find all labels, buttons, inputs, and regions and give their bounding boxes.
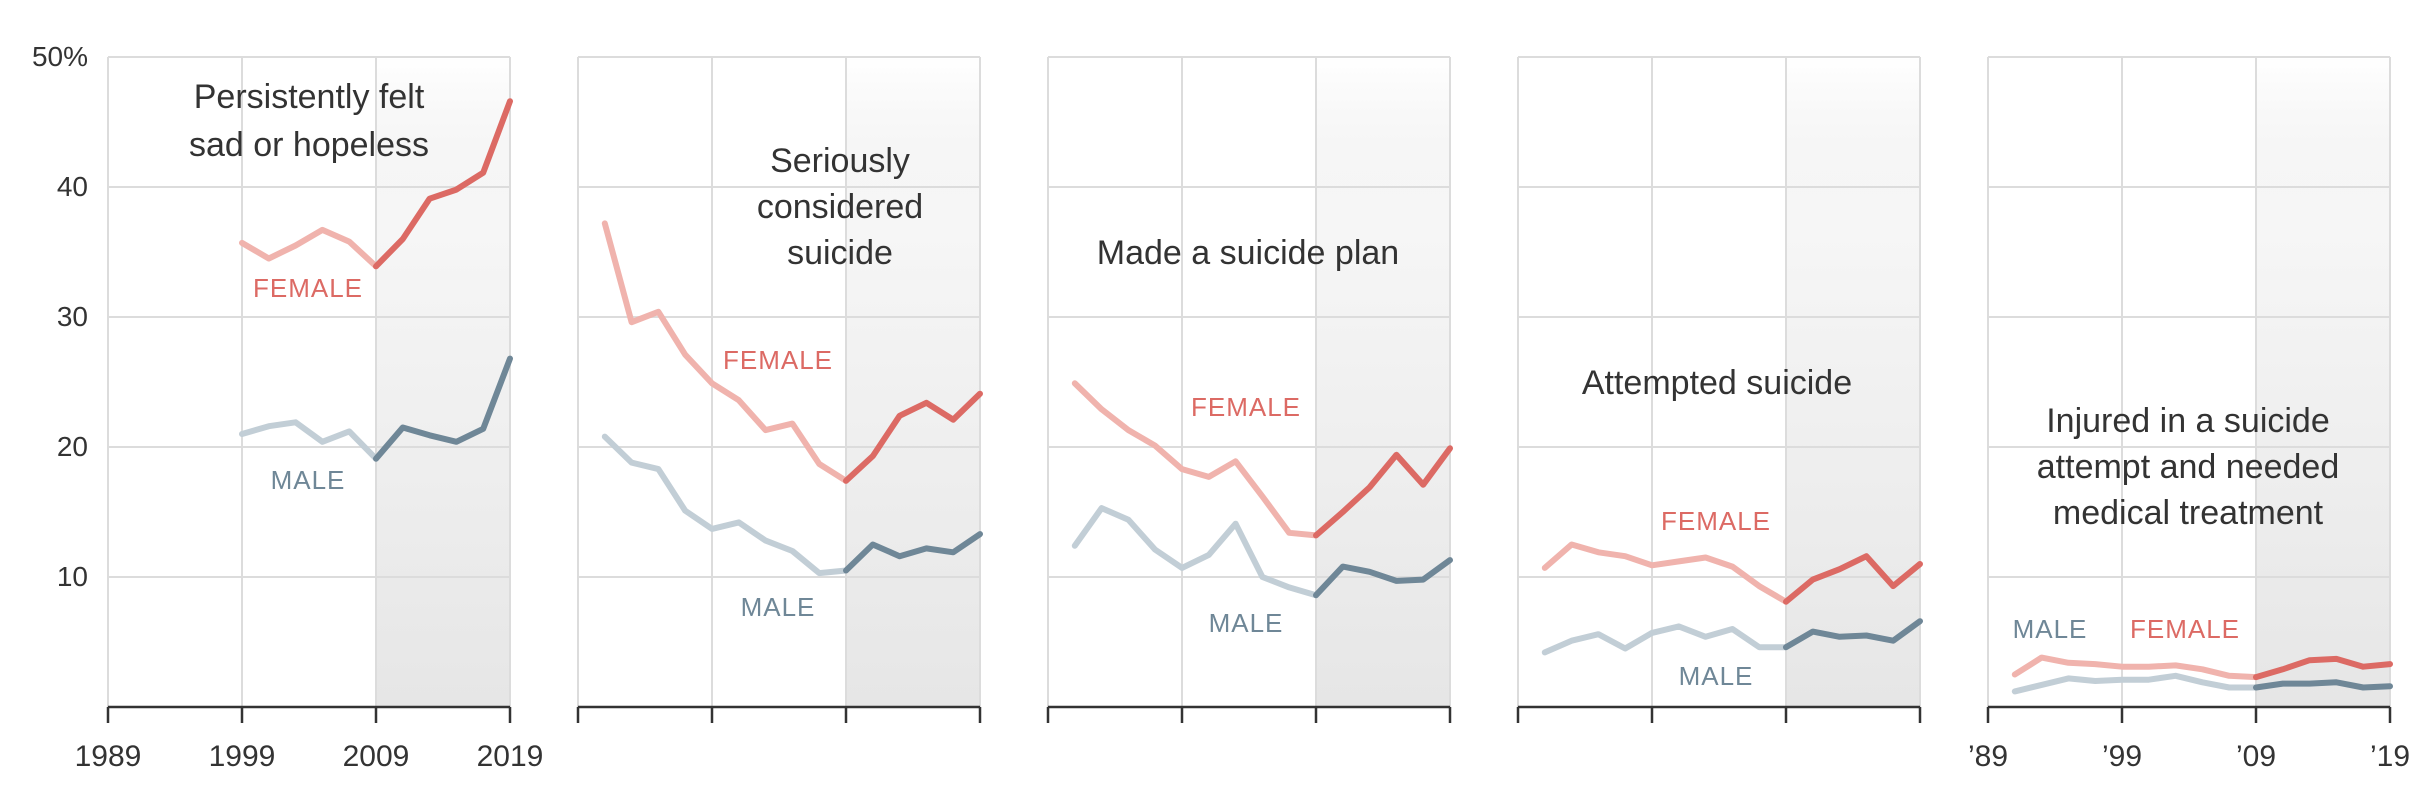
highlight-shade xyxy=(846,57,980,707)
x-tick-label: 2009 xyxy=(343,740,410,773)
y-tick-label: 10 xyxy=(57,561,88,592)
female-series-line-recent xyxy=(2253,655,2393,681)
panel-title: Attempted suicide xyxy=(1582,364,1852,402)
male-series-label: MALE xyxy=(1209,608,1284,638)
female-series-line-early xyxy=(601,220,849,484)
y-tick-label: 20 xyxy=(57,431,88,462)
x-tick-label: ’99 xyxy=(2102,740,2142,773)
female-series-label: FEMALE xyxy=(723,345,833,375)
female-series-line-early xyxy=(239,226,379,270)
male-series-label: MALE xyxy=(741,592,816,622)
panel-title: Persistently felt xyxy=(194,78,425,116)
male-series-line-early xyxy=(1071,505,1319,599)
male-series-line-early xyxy=(239,419,379,462)
panel-title: Seriously xyxy=(770,142,910,180)
x-tick-label: ’89 xyxy=(1968,740,2008,773)
male-series-label: MALE xyxy=(1679,661,1754,691)
male-series-line-recent xyxy=(843,531,983,574)
highlight-shade xyxy=(2256,57,2390,707)
male-series-line-early xyxy=(2011,672,2259,695)
female-series-line-recent xyxy=(843,390,983,484)
y-tick-label: 50% xyxy=(32,41,88,72)
panel-title: medical treatment xyxy=(2053,494,2324,532)
female-series-line-early xyxy=(2011,654,2259,681)
panel-title: Made a suicide plan xyxy=(1097,234,1399,272)
x-tick-label: 2019 xyxy=(477,740,544,773)
y-tick-label: 30 xyxy=(57,301,88,332)
female-series-label: FEMALE xyxy=(2130,614,2240,644)
female-series-line-recent xyxy=(1313,445,1453,539)
male-series-line-recent xyxy=(373,355,513,462)
highlight-shade xyxy=(1316,57,1450,707)
y-tick-label: 40 xyxy=(57,171,88,202)
x-tick-label: 1999 xyxy=(209,740,276,773)
x-tick-label: ’09 xyxy=(2236,740,2276,773)
highlight-shade xyxy=(1786,57,1920,707)
male-series-line-early xyxy=(601,433,849,577)
female-series-label: FEMALE xyxy=(253,273,363,303)
female-series-line-recent xyxy=(373,98,513,270)
female-series-label: FEMALE xyxy=(1191,392,1301,422)
panel-title: Injured in a suicide xyxy=(2046,402,2330,440)
panel-title: sad or hopeless xyxy=(189,126,429,164)
female-series-line-recent xyxy=(1783,553,1923,605)
female-series-label: FEMALE xyxy=(1661,506,1771,536)
panel-title: considered xyxy=(757,188,923,226)
female-series-line-early xyxy=(1541,541,1789,605)
x-tick-label: ’19 xyxy=(2370,740,2410,773)
male-series-line-early xyxy=(1541,623,1789,656)
male-series-line-recent xyxy=(1783,618,1923,651)
male-series-label: MALE xyxy=(2013,614,2088,644)
male-series-line-recent xyxy=(2253,679,2393,691)
male-series-label: MALE xyxy=(271,465,346,495)
female-series-line-early xyxy=(1071,380,1319,539)
panel-title: suicide xyxy=(787,234,893,272)
male-series-line-recent xyxy=(1313,557,1453,599)
x-tick-label: 1989 xyxy=(75,740,142,773)
panel-title: attempt and needed xyxy=(2037,448,2339,486)
